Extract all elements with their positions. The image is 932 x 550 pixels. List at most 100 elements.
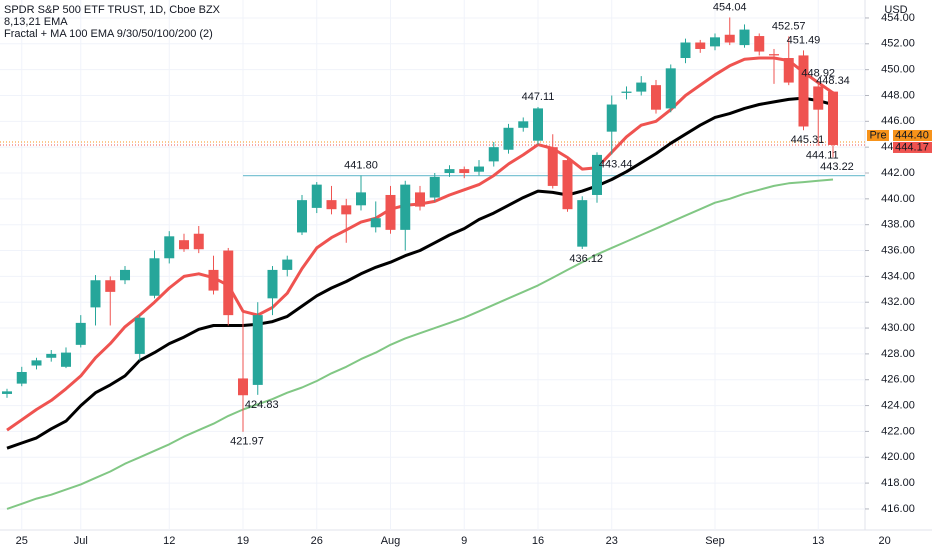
candle-body [473,166,484,172]
y-tick-label: 416.00 [881,503,915,515]
candle-body [606,104,617,132]
pre-price-label: 444.40 [895,129,929,141]
fractal-label: 436.12 [569,253,603,265]
candle-body [547,147,558,186]
candle-body [208,269,219,291]
pre-tag-label: Pre [869,129,886,141]
y-tick-label: 434.00 [881,270,915,282]
fractal-label: 443.22 [820,161,854,173]
y-tick-label: 426.00 [881,374,915,386]
pre-tag [867,129,889,141]
y-tick-label: 432.00 [881,296,915,308]
fractal-label: 445.31 [791,134,825,146]
y-tick-label: 452.00 [881,38,915,50]
candle-body [164,236,175,259]
fractal-label: 447.11 [522,91,555,103]
candle-body [16,371,27,384]
y-tick-label: 436.00 [881,244,915,256]
pre-price-box [893,129,932,141]
y-tick-label: 448.00 [881,89,915,101]
candle-body [134,317,145,354]
y-tick-label: 446.00 [881,115,915,127]
fractal-label: 448.34 [816,75,850,87]
candle-body [562,160,573,210]
candle-body [813,86,824,110]
candle-body [798,55,809,127]
candle-body [577,200,588,247]
candle-body [695,42,706,49]
candle-body [297,200,308,233]
ma-line [6,96,834,450]
candle-body [238,378,249,396]
chart-title: SPDR S&P 500 ETF TRUST, 1D, Cboe BZX [4,4,221,16]
indicator-label: Fractal + MA 100 EMA 9/30/50/100/200 (2) [4,28,213,40]
y-tick-label: 418.00 [881,477,915,489]
candle-body [223,250,234,316]
candle-body [252,315,263,385]
currency: USD [884,4,907,16]
y-tick-label: 428.00 [881,348,915,360]
y-tick-label: 438.00 [881,219,915,231]
candle-body [120,269,131,281]
candle-body [709,37,720,47]
candle-body [149,258,160,296]
candle-body [414,192,425,207]
y-tick-label: 430.00 [881,322,915,334]
x-tick-label: 9 [461,535,467,547]
candle-body [90,280,101,308]
fractal-label: 448.92 [801,68,835,80]
candle-body [282,259,293,270]
y-tick-label: 442.00 [881,167,915,179]
y-tick-label: 424.00 [881,399,915,411]
fractal-label: 444.11 [806,150,839,162]
candle-body [311,184,322,208]
candle-body [341,205,352,215]
candle-body [370,218,381,228]
candle-body [385,194,396,230]
candle-body [326,200,337,210]
fractal-label: 452.57 [772,20,806,32]
y-tick-label: 440.00 [881,193,915,205]
candle-body [636,82,647,92]
candle-body [754,36,765,52]
x-tick-label: 20 [878,535,890,547]
candle-body [31,360,42,366]
y-tick-label: 450.00 [881,64,915,76]
candle-body [650,85,661,110]
y-tick-label: 420.00 [881,451,915,463]
candle-body [783,58,794,83]
fractal-label: 424.83 [245,399,279,411]
x-tick-label: 26 [311,535,323,547]
candle-body [75,322,86,345]
fractal-label: 421.97 [230,436,264,448]
candle-body [621,91,632,93]
x-tick-label: 12 [163,535,175,547]
x-tick-label: 19 [237,535,249,547]
last-price-box [893,141,932,153]
candle-body [429,176,440,198]
candle-body [532,108,543,141]
candle-body [179,240,190,250]
x-tick-label: Aug [381,535,401,547]
candle-body [459,169,470,174]
candle-body [680,42,691,59]
indicator-label: 8,13,21 EMA [4,16,68,28]
candle-body [591,154,602,195]
candle-body [827,91,838,145]
candle-body [267,269,278,299]
candle-body [518,121,529,128]
y-tick-label: 454.00 [881,12,915,24]
candle-body [739,29,750,46]
candle-body [665,68,676,109]
candle-body [193,233,204,250]
fractal-label: 454.04 [713,1,747,13]
fractal-label: 441.80 [344,159,378,171]
x-tick-label: 16 [532,535,544,547]
x-tick-label: Sep [705,535,725,547]
candle-body [488,147,499,162]
candle-body [768,54,779,56]
candle-body [356,192,367,206]
y-tick-label: 422.00 [881,425,915,437]
x-tick-label: 13 [812,535,824,547]
